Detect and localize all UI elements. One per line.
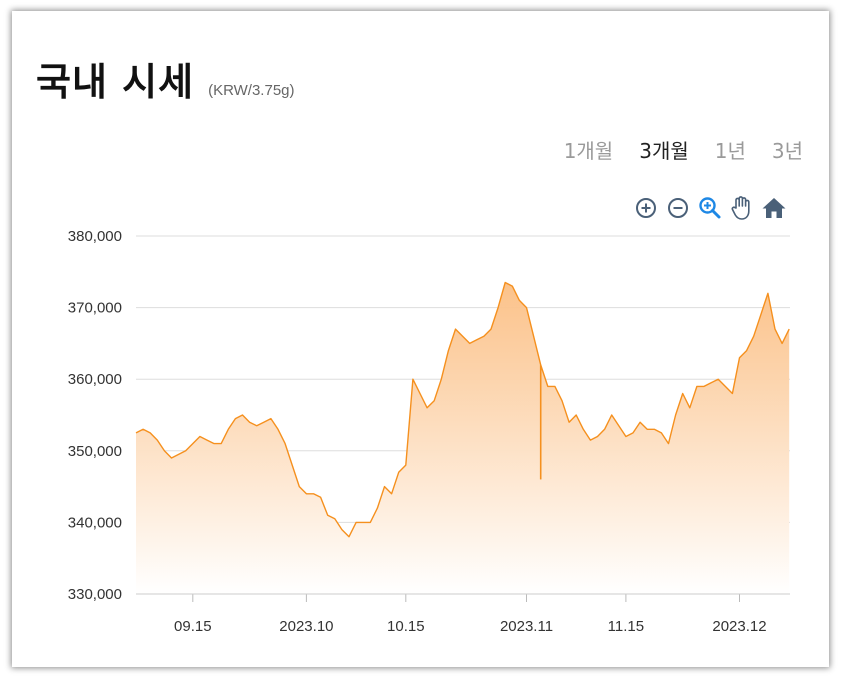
- chart-toolbar: [633, 195, 787, 221]
- zoom-in-icon[interactable]: [633, 195, 659, 221]
- title-row: 국내 시세 (KRW/3.75g): [36, 51, 295, 106]
- series-line: [135, 281, 790, 538]
- x-tick-label: 2023.10: [279, 618, 333, 635]
- x-tick-label: 11.15: [608, 618, 644, 635]
- pan-hand-icon[interactable]: [729, 195, 755, 221]
- reset-home-icon[interactable]: [761, 195, 787, 221]
- tab-3-years[interactable]: 3년: [771, 139, 803, 163]
- y-tick-label: 380,000: [68, 228, 122, 245]
- y-tick-label: 340,000: [68, 514, 122, 531]
- x-tick-label: 10.15: [387, 618, 425, 635]
- unit-label: (KRW/3.75g): [208, 82, 295, 99]
- series-area-fill: [136, 282, 790, 594]
- y-tick-label: 360,000: [68, 371, 122, 388]
- x-axis: 09.15 2023.10 10.15 2023.11 11.15 2023.12: [136, 593, 790, 635]
- y-tick-label: 330,000: [68, 586, 122, 603]
- zoom-out-icon[interactable]: [665, 195, 691, 221]
- tab-1-year[interactable]: 1년: [714, 139, 746, 163]
- x-tick-label: 2023.11: [500, 618, 553, 635]
- page-title: 국내 시세: [36, 60, 195, 104]
- tab-3-months[interactable]: 3개월: [639, 139, 689, 163]
- plot-area: [135, 281, 790, 594]
- x-tick-label: 2023.12: [712, 618, 766, 635]
- y-tick-label: 350,000: [68, 443, 122, 460]
- y-tick-label: 370,000: [68, 300, 122, 317]
- tab-1-month[interactable]: 1개월: [563, 139, 614, 163]
- x-tick-label: 09.15: [174, 618, 212, 635]
- y-axis: 330,000 340,000 350,000 360,000 370,000 380,0…: [68, 228, 122, 603]
- zoom-select-icon[interactable]: [697, 195, 723, 221]
- range-tabs: 1개월 3개월 1년 3년: [564, 135, 803, 164]
